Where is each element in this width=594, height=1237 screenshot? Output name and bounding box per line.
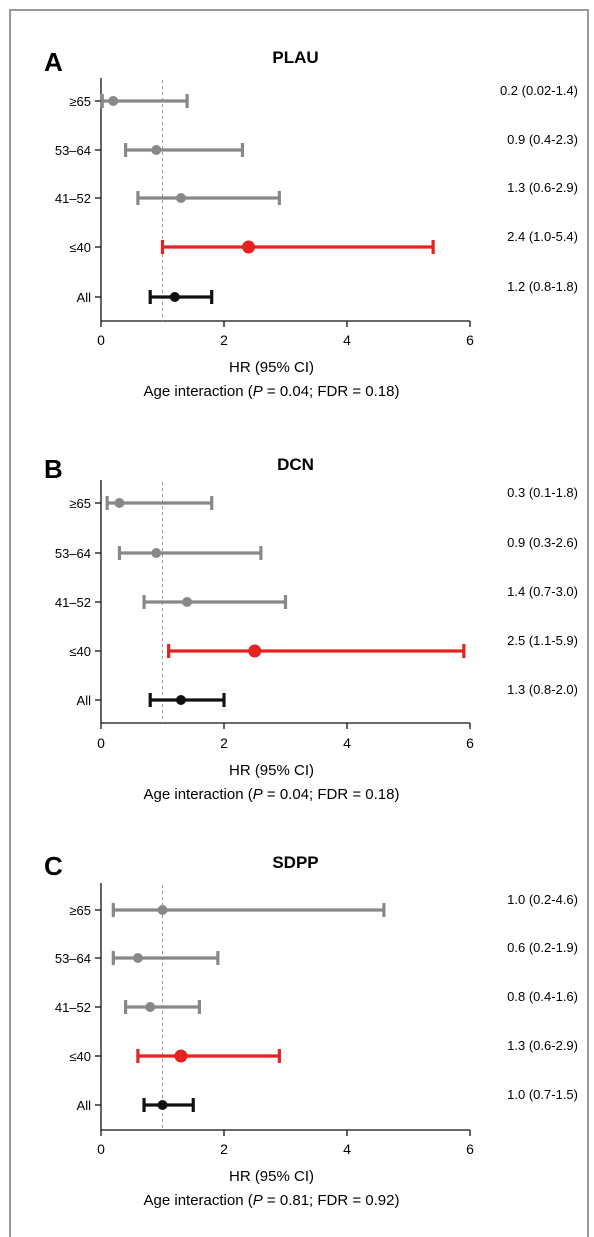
estimate-label: 0.8 (0.4-1.6) <box>507 989 578 1004</box>
category-label: ≤40 <box>69 240 91 255</box>
x-tick-label: 0 <box>97 735 105 751</box>
hr-point <box>114 498 125 508</box>
x-tick-label: 2 <box>220 332 228 348</box>
hr-point <box>157 905 168 915</box>
category-label: ≥65 <box>69 496 91 511</box>
annotation-values: = 0.81; FDR = 0.92) <box>263 1192 400 1209</box>
category-label: 41–52 <box>55 595 91 610</box>
category-label: ≤40 <box>69 1049 91 1064</box>
x-tick-label: 2 <box>220 735 228 751</box>
category-label: All <box>77 290 92 305</box>
x-axis-label: HR (95% CI) <box>229 762 314 779</box>
estimate-label: 1.4 (0.7-3.0) <box>507 584 578 599</box>
estimate-label: 1.0 (0.7-1.5) <box>507 1087 578 1102</box>
annotation-p-symbol: P <box>253 383 263 400</box>
category-label: All <box>77 693 92 708</box>
x-tick-label: 4 <box>343 735 351 751</box>
estimate-label: 1.2 (0.8-1.8) <box>507 279 578 294</box>
category-label: 41–52 <box>55 1000 91 1015</box>
hr-point <box>174 1049 188 1063</box>
x-tick-label: 4 <box>343 332 351 348</box>
x-tick-label: 0 <box>97 1141 105 1157</box>
estimate-label: 1.3 (0.6-2.9) <box>507 1038 578 1053</box>
annotation-p-symbol: P <box>253 786 263 803</box>
panel-title: DCN <box>277 455 314 474</box>
annotation-prefix: Age interaction ( <box>144 383 253 400</box>
hr-point <box>145 1002 156 1012</box>
x-tick-label: 4 <box>343 1141 351 1157</box>
panel-letter: C <box>44 851 63 881</box>
category-label: 53–64 <box>55 951 91 966</box>
annotation-values: = 0.04; FDR = 0.18) <box>263 786 400 803</box>
estimate-label: 0.9 (0.3-2.6) <box>507 535 578 550</box>
category-label: ≤40 <box>69 644 91 659</box>
estimate-label: 0.9 (0.4-2.3) <box>507 132 578 147</box>
x-tick-label: 2 <box>220 1141 228 1157</box>
category-label: ≥65 <box>69 94 91 109</box>
panel-title: PLAU <box>272 48 318 67</box>
age-interaction-annotation: Age interaction (P = 0.04; FDR = 0.18) <box>144 786 400 803</box>
estimate-label: 1.3 (0.8-2.0) <box>507 682 578 697</box>
figure-frame <box>9 9 589 1237</box>
hr-point <box>108 96 119 106</box>
x-axis-label: HR (95% CI) <box>229 1168 314 1185</box>
panel-title: SDPP <box>272 853 318 872</box>
hr-point <box>182 597 193 607</box>
estimate-label: 1.0 (0.2-4.6) <box>507 892 578 907</box>
hr-point <box>175 695 186 705</box>
x-tick-label: 6 <box>466 1141 474 1157</box>
hr-point <box>151 548 162 558</box>
annotation-prefix: Age interaction ( <box>144 1192 253 1209</box>
category-label: 53–64 <box>55 546 91 561</box>
hr-point <box>169 292 180 302</box>
x-tick-label: 6 <box>466 735 474 751</box>
annotation-values: = 0.04; FDR = 0.18) <box>263 383 400 400</box>
category-label: 53–64 <box>55 143 91 158</box>
estimate-label: 0.6 (0.2-1.9) <box>507 940 578 955</box>
annotation-prefix: Age interaction ( <box>144 786 253 803</box>
hr-point <box>248 644 262 658</box>
estimate-label: 1.3 (0.6-2.9) <box>507 180 578 195</box>
estimate-label: 2.5 (1.1-5.9) <box>507 633 578 648</box>
category-label: 41–52 <box>55 191 91 206</box>
panel-letter: B <box>44 454 63 484</box>
hr-point <box>242 240 256 254</box>
hr-point <box>132 953 143 963</box>
annotation-p-symbol: P <box>253 1192 263 1209</box>
estimate-label: 2.4 (1.0-5.4) <box>507 229 578 244</box>
x-axis-label: HR (95% CI) <box>229 359 314 376</box>
hr-point <box>157 1100 168 1110</box>
x-tick-label: 6 <box>466 332 474 348</box>
estimate-label: 0.2 (0.02-1.4) <box>500 83 578 98</box>
hr-point <box>151 145 162 155</box>
estimate-label: 0.3 (0.1-1.8) <box>507 485 578 500</box>
category-label: ≥65 <box>69 903 91 918</box>
category-label: All <box>77 1098 92 1113</box>
age-interaction-annotation: Age interaction (P = 0.81; FDR = 0.92) <box>144 1192 400 1209</box>
hr-point <box>175 193 186 203</box>
panel-letter: A <box>44 47 63 77</box>
age-interaction-annotation: Age interaction (P = 0.04; FDR = 0.18) <box>144 383 400 400</box>
x-tick-label: 0 <box>97 332 105 348</box>
